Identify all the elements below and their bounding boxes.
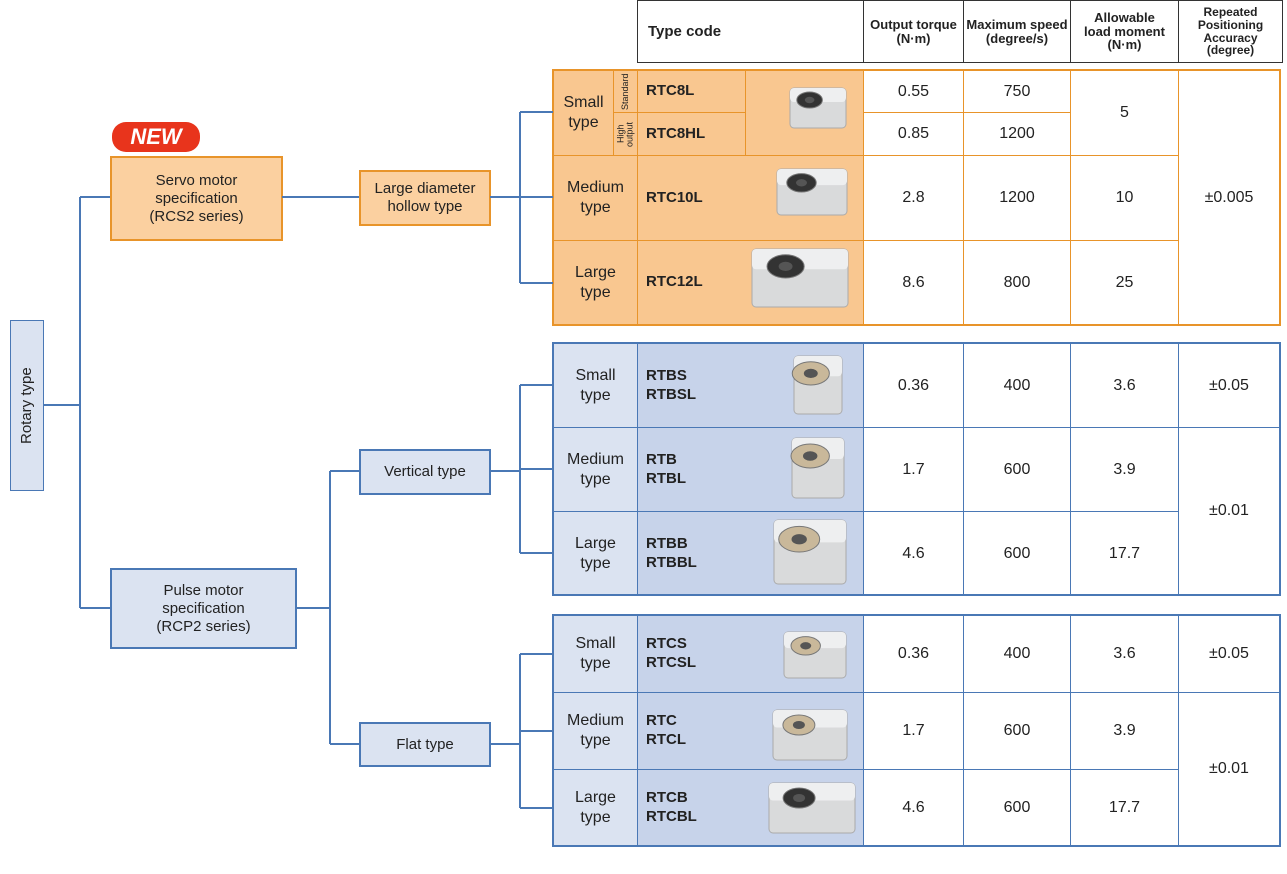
header-cell: Maximum speed (degree/s) (963, 0, 1071, 63)
torque-cell: 4.6 (863, 769, 964, 847)
vertical-box: Vertical type (359, 449, 491, 495)
speed-cell: 600 (963, 427, 1071, 512)
size-cell: Small type (553, 70, 614, 156)
torque-cell: 0.55 (863, 70, 964, 113)
torque-cell: 1.7 (863, 427, 964, 512)
flat-box: Flat type (359, 722, 491, 767)
moment-cell: 17.7 (1070, 511, 1179, 596)
size-cell: Large type (553, 511, 638, 596)
model-cell: RTC RTCL (637, 692, 864, 770)
size-cell: Small type (553, 615, 638, 693)
speed-cell: 400 (963, 343, 1071, 428)
speed-cell: 600 (963, 692, 1071, 770)
hollow-box: Large diameter hollow type (359, 170, 491, 226)
moment-cell: 17.7 (1070, 769, 1179, 847)
moment-cell: 10 (1070, 155, 1179, 241)
size-cell: Large type (553, 240, 638, 325)
size-cell: Small type (553, 343, 638, 428)
speed-cell: 1200 (963, 155, 1071, 241)
variant-cell: High output (613, 112, 638, 156)
moment-cell: 25 (1070, 240, 1179, 325)
size-cell: Medium type (553, 427, 638, 512)
speed-cell: 800 (963, 240, 1071, 325)
variant-cell: Standard (613, 70, 638, 113)
size-cell: Medium type (553, 155, 638, 241)
speed-cell: 750 (963, 70, 1071, 113)
accuracy-cell: ±0.05 (1178, 343, 1280, 428)
torque-cell: 8.6 (863, 240, 964, 325)
header-cell: Repeated Positioning Accuracy (degree) (1178, 0, 1283, 63)
torque-cell: 0.36 (863, 615, 964, 693)
model-cell: RTC8HL (637, 112, 746, 156)
model-cell: RTC8L (637, 70, 746, 113)
torque-cell: 0.85 (863, 112, 964, 156)
model-cell: RTC12L (637, 240, 864, 325)
header-cell: Output torque (N·m) (863, 0, 964, 63)
speed-cell: 400 (963, 615, 1071, 693)
torque-cell: 0.36 (863, 343, 964, 428)
moment-cell: 3.6 (1070, 343, 1179, 428)
model-cell: RTB RTBL (637, 427, 864, 512)
speed-cell: 600 (963, 511, 1071, 596)
root-box: Rotary type (10, 320, 44, 491)
speed-cell: 600 (963, 769, 1071, 847)
model-cell: RTC10L (637, 155, 864, 241)
accuracy-cell: ±0.005 (1178, 70, 1280, 325)
model-cell: RTBB RTBBL (637, 511, 864, 596)
speed-cell: 1200 (963, 112, 1071, 156)
moment-cell: 3.9 (1070, 427, 1179, 512)
torque-cell: 2.8 (863, 155, 964, 241)
accuracy-cell: ±0.05 (1178, 615, 1280, 693)
header-cell: Type code (637, 0, 864, 63)
header-cell: Allowable load moment (N·m) (1070, 0, 1179, 63)
moment-cell: 3.6 (1070, 615, 1179, 693)
size-cell: Medium type (553, 692, 638, 770)
accuracy-cell: ±0.01 (1178, 427, 1280, 595)
pulse-box: Pulse motor specification (RCP2 series) (110, 568, 297, 649)
servo-box: Servo motor specification (RCS2 series) (110, 156, 283, 241)
accuracy-cell: ±0.01 (1178, 692, 1280, 846)
model-cell: RTBS RTBSL (637, 343, 864, 428)
moment-cell: 5 (1070, 70, 1179, 156)
moment-cell: 3.9 (1070, 692, 1179, 770)
image-cell (745, 70, 864, 156)
torque-cell: 1.7 (863, 692, 964, 770)
size-cell: Large type (553, 769, 638, 847)
model-cell: RTCS RTCSL (637, 615, 864, 693)
model-cell: RTCB RTCBL (637, 769, 864, 847)
torque-cell: 4.6 (863, 511, 964, 596)
new-badge: NEW (112, 122, 200, 152)
